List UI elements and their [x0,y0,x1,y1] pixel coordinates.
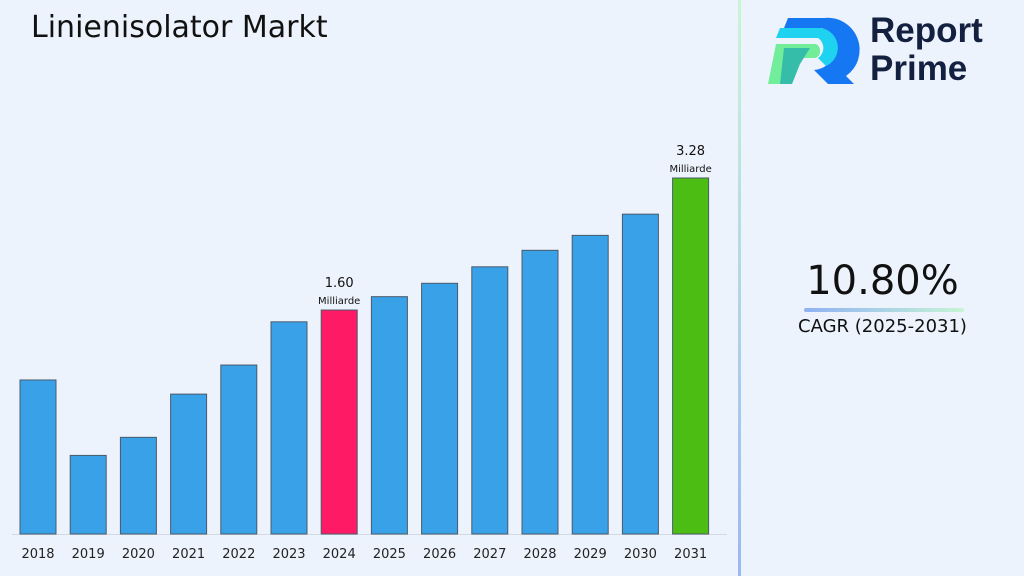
data-label-value: 1.60 [325,276,354,291]
x-tick-label: 2028 [523,547,556,562]
brand-line2: Prime [870,49,968,88]
bar-2031 [672,177,710,535]
cagr-label: CAGR (2025-2031) [798,316,967,337]
chart-title: Linienisolator Markt [31,10,328,45]
bar-2025 [370,296,408,535]
x-tick-label: 2020 [122,547,155,562]
bar-2019 [69,454,107,535]
data-label-unit: Milliarde [669,164,711,175]
bar-2030 [621,213,659,535]
bar-2022 [220,364,258,535]
brand-name: Report Prime [870,12,983,88]
cagr-underline [804,308,964,312]
x-tick-label: 2029 [574,547,607,562]
divider [738,0,741,576]
report-prime-logo [768,17,860,84]
bar-2024 [320,309,358,535]
x-tick-label: 2018 [21,547,54,562]
bar-2023 [270,321,308,535]
data-label-unit: Milliarde [318,296,360,307]
bar-2020 [119,436,157,535]
x-tick-label: 2025 [373,547,406,562]
x-tick-label: 2023 [272,547,305,562]
x-tick-label: 2031 [674,547,707,562]
x-tick-label: 2022 [222,547,255,562]
x-tick-label: 2021 [172,547,205,562]
bar-2018 [19,379,57,535]
bar-2028 [521,249,559,535]
x-tick-label: 2024 [323,547,356,562]
x-tick-label: 2019 [72,547,105,562]
bar-2021 [170,393,208,535]
data-label-value: 3.28 [676,144,705,159]
x-tick-label: 2030 [624,547,657,562]
brand-line1: Report [870,11,983,50]
bar-2029 [571,234,609,535]
bar-chart: 2018 2019 2020 2021 2022 2023 2024 1.60 Milliard… [12,144,727,562]
x-tick-label: 2026 [423,547,456,562]
bar-2027 [471,266,509,535]
cagr-value: 10.80% [806,258,959,304]
bar-2026 [421,282,459,535]
x-tick-label: 2027 [473,547,506,562]
